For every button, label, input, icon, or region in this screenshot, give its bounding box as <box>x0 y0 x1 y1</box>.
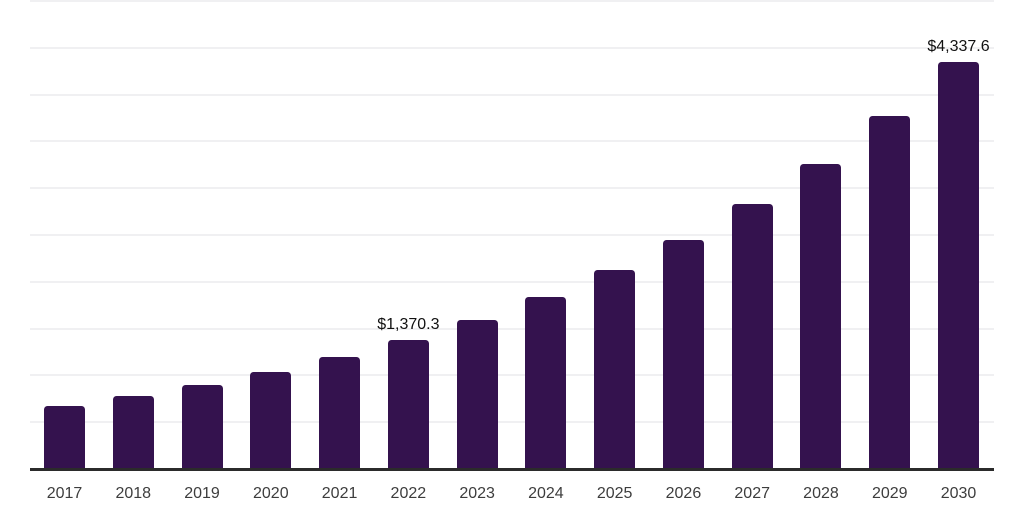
bar-2017 <box>44 405 85 468</box>
x-tick-label-2029: 2029 <box>871 485 908 502</box>
bar-2022 <box>387 339 429 468</box>
bar-2020 <box>250 371 292 468</box>
gridline <box>30 93 994 96</box>
bar-2030 <box>938 62 979 468</box>
bar-2028 <box>800 163 842 468</box>
plot-area: $1,370.3 $4,337.6 <box>30 0 994 468</box>
x-axis-line <box>30 468 994 471</box>
gridline <box>30 46 994 49</box>
gridline <box>30 187 994 190</box>
bar-2029 <box>869 116 911 468</box>
bar-2019 <box>181 384 223 468</box>
x-tick-label-2022: 2022 <box>390 485 427 502</box>
gridline <box>30 0 994 2</box>
bar-2021 <box>319 356 361 468</box>
gridline <box>30 280 994 283</box>
x-tick-label-2018: 2018 <box>115 485 152 502</box>
gridline <box>30 234 994 236</box>
x-tick-label-2030: 2030 <box>940 485 977 502</box>
x-tick-label-2021: 2021 <box>321 485 358 502</box>
gridline <box>30 327 994 330</box>
x-tick-label-2020: 2020 <box>253 485 289 502</box>
x-tick-label-2028: 2028 <box>803 485 839 502</box>
bar-2027 <box>731 204 773 468</box>
gridline <box>30 374 994 377</box>
x-tick-label-2019: 2019 <box>184 485 220 502</box>
bar-2018 <box>112 395 154 468</box>
x-tick-label-2027: 2027 <box>734 485 770 502</box>
bar-2024 <box>525 296 567 468</box>
bar-2023 <box>456 319 498 468</box>
data-label-2022: $1,370.3 <box>377 315 440 333</box>
x-tick-label-2017: 2017 <box>46 485 83 502</box>
x-tick-label-2024: 2024 <box>528 485 564 502</box>
bar-2026 <box>662 239 704 468</box>
x-tick-label-2023: 2023 <box>459 485 495 502</box>
gridline <box>30 140 994 143</box>
x-tick-label-2026: 2026 <box>665 485 702 502</box>
gridline <box>30 421 994 424</box>
x-tick-label-2025: 2025 <box>596 485 633 502</box>
data-label-2030: $4,337.6 <box>927 38 990 56</box>
bar-2025 <box>594 270 636 468</box>
